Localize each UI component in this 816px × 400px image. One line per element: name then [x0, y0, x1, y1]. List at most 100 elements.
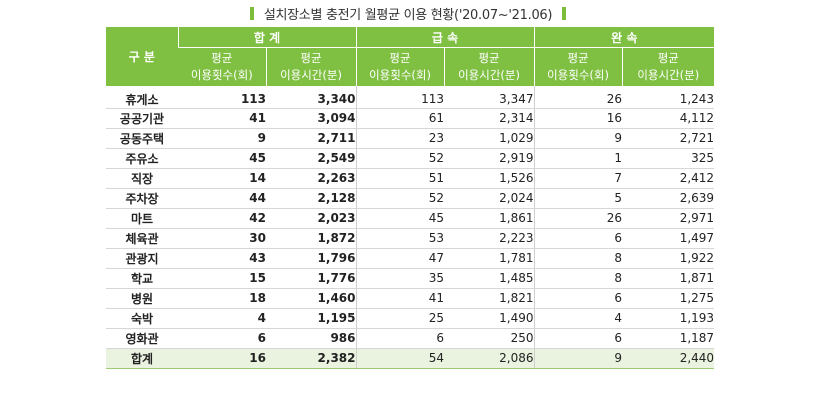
row-label: 휴게소 [106, 86, 178, 109]
header-avg-label: 평균 [389, 51, 411, 65]
cell-value: 1,029 [444, 128, 535, 149]
cell-value: 986 [266, 328, 357, 349]
cell-value: 43 [178, 248, 266, 269]
cell-value: 4 [533, 308, 623, 329]
cell-value: 45 [355, 208, 445, 229]
row-label: 체육관 [106, 228, 178, 249]
cell-value: 47 [355, 248, 445, 269]
cell-value: 1,490 [444, 308, 535, 329]
cell-value: 26 [533, 208, 623, 229]
cell-value: 113 [178, 86, 266, 109]
cell-value: 9 [533, 128, 623, 149]
cell-value: 4 [178, 308, 266, 329]
table-row: 주차장 44 2,128 52 2,024 5 2,639 [106, 188, 715, 209]
title-right-marker [562, 6, 567, 20]
cell-value: 325 [622, 148, 715, 169]
table-row: 주유소 45 2,549 52 2,919 1 325 [106, 148, 715, 169]
total-value: 16 [178, 348, 266, 369]
cell-value: 2,024 [444, 188, 535, 209]
cell-value: 18 [178, 288, 266, 309]
row-label: 학교 [106, 268, 178, 289]
header-count-label: 이용횟수(회) [369, 68, 431, 82]
cell-value: 26 [533, 86, 623, 109]
table-row: 마트 42 2,023 45 1,861 26 2,971 [106, 208, 715, 229]
cell-value: 2,023 [266, 208, 357, 229]
cell-value: 6 [355, 328, 445, 349]
total-value: 2,440 [622, 348, 715, 369]
row-label: 직장 [106, 168, 178, 189]
header-row-groups: 구 분 합 계 급 속 완 속 [106, 27, 715, 87]
cell-value: 1,861 [444, 208, 535, 229]
table-row: 병원 18 1,460 41 1,821 6 1,275 [106, 288, 715, 309]
cell-value: 2,721 [622, 128, 715, 149]
total-value: 2,086 [444, 348, 535, 369]
cell-value: 2,263 [266, 168, 357, 189]
cell-value: 52 [355, 188, 445, 209]
total-value: 9 [533, 348, 623, 369]
cell-value: 30 [178, 228, 266, 249]
header-avg-label: 평균 [211, 51, 233, 65]
cell-value: 2,314 [444, 108, 535, 129]
cell-value: 1,193 [622, 308, 715, 329]
cell-value: 15 [178, 268, 266, 289]
cell-value: 6 [533, 328, 623, 349]
cell-value: 2,412 [622, 168, 715, 189]
cell-value: 1,796 [266, 248, 357, 269]
cell-value: 53 [355, 228, 445, 249]
cell-value: 1,821 [444, 288, 535, 309]
cell-value: 8 [533, 268, 623, 289]
cell-value: 1 [533, 148, 623, 169]
header-slow-count: 평균 이용횟수(회) [533, 47, 623, 86]
cell-value: 4,112 [622, 108, 715, 129]
cell-value: 1,460 [266, 288, 357, 309]
cell-value: 2,971 [622, 208, 715, 229]
cell-value: 6 [178, 328, 266, 349]
header-total-time: 평균 이용시간(분) [265, 47, 357, 86]
cell-value: 45 [178, 148, 266, 169]
header-count-label: 이용횟수(회) [190, 68, 253, 82]
cell-value: 2,223 [444, 228, 535, 249]
cell-value: 35 [355, 268, 445, 289]
cell-value: 1,485 [444, 268, 535, 289]
cell-value: 3,340 [266, 86, 357, 109]
total-value: 2,382 [266, 348, 357, 369]
cell-value: 2,549 [266, 148, 357, 169]
cell-value: 1,776 [266, 268, 357, 289]
row-label: 공공기관 [106, 108, 178, 129]
cell-value: 41 [355, 288, 445, 309]
table-row: 휴게소 113 3,340 113 3,347 26 1,243 [106, 86, 715, 109]
cell-value: 8 [533, 248, 623, 269]
table-row: 관광지 43 1,796 47 1,781 8 1,922 [106, 248, 715, 269]
cell-value: 1,243 [622, 86, 715, 109]
row-label: 영화관 [106, 328, 178, 349]
row-label: 관광지 [106, 248, 178, 269]
table-title: 설치장소별 충전기 월평균 이용 현황('20.07~'21.06) [263, 7, 553, 23]
cell-value: 25 [355, 308, 445, 329]
table-row: 체육관 30 1,872 53 2,223 6 1,497 [106, 228, 715, 249]
cell-value: 1,781 [444, 248, 535, 269]
cell-value: 1,526 [444, 168, 535, 189]
row-label: 마트 [106, 208, 178, 229]
table-row: 학교 15 1,776 35 1,485 8 1,871 [106, 268, 715, 289]
cell-value: 42 [178, 208, 266, 229]
total-row: 합계 16 2,382 54 2,086 9 2,440 [106, 348, 715, 369]
row-label: 주유소 [106, 148, 178, 169]
header-gubun: 구 분 [106, 27, 178, 87]
cell-value: 2,128 [266, 188, 357, 209]
row-label: 병원 [106, 288, 178, 309]
header-avg-label: 평균 [478, 51, 500, 65]
header-row-subheads: 평균 이용횟수(회) 평균 이용시간(분) 평균 이용횟수(회) 평균 이용시간(분) … [106, 47, 715, 86]
cell-value: 16 [533, 108, 623, 129]
cell-value: 3,347 [444, 86, 535, 109]
header-time-label: 이용시간(분) [280, 68, 342, 82]
cell-value: 2,711 [266, 128, 357, 149]
cell-value: 6 [533, 228, 623, 249]
cell-value: 44 [178, 188, 266, 209]
cell-value: 41 [178, 108, 266, 129]
cell-value: 1,275 [622, 288, 715, 309]
header-time-label: 이용시간(분) [458, 68, 520, 82]
